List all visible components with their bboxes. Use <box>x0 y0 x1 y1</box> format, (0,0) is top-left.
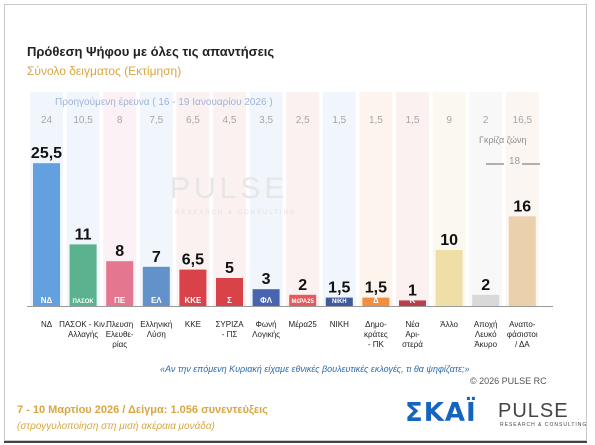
gray-zone-label: Γκρίζα ζώνη <box>479 135 527 145</box>
value-label: 11 <box>75 226 92 243</box>
previous-value-label: 16,5 <box>513 115 533 126</box>
party-logo-icon: ΕΛ <box>151 296 162 305</box>
bar <box>252 289 280 306</box>
value-label: 1,5 <box>365 280 387 297</box>
value-label: 2 <box>298 277 307 294</box>
party-logo-icon: ΜέΡΑ25 <box>292 299 315 305</box>
category-label: Ελληνική Λύση <box>140 320 172 339</box>
watermark-subtitle: RESEARCH & CONSULTING <box>175 210 297 216</box>
rounding-note: (στρογγυλοποίηση στη μισή ακέραια μονάδα… <box>17 421 215 432</box>
category-label: ΚΚΕ <box>185 320 201 329</box>
column-background <box>286 92 320 306</box>
category-label: Άλλο <box>440 320 458 329</box>
bar <box>325 297 353 306</box>
value-label: 5 <box>225 260 234 277</box>
chart-frame <box>4 4 587 441</box>
column-background <box>213 92 246 306</box>
bar <box>362 297 390 306</box>
survey-question: «Αν την επόμενη Κυριακή είχαμε εθνικές β… <box>160 364 470 374</box>
previous-value-label: 10,5 <box>73 115 93 126</box>
bottom-rule <box>4 441 587 443</box>
value-label: 3 <box>262 271 271 288</box>
previous-value-label: 1,5 <box>332 115 346 126</box>
previous-value-label: 7,5 <box>149 115 163 126</box>
previous-value-label: 2,5 <box>296 115 310 126</box>
bar <box>472 294 500 306</box>
previous-value-label: 9 <box>446 115 452 126</box>
value-label: 8 <box>115 243 124 260</box>
bar <box>216 278 243 306</box>
value-label: 25,5 <box>31 145 62 162</box>
column-background <box>322 92 356 306</box>
watermark-logo: PULSE <box>170 172 289 205</box>
previous-value-label: 1,5 <box>369 115 383 126</box>
bar <box>142 266 170 306</box>
pulse-logo-subtitle: RESEARCH & CONSULTING <box>500 422 588 428</box>
previous-value-label: 1,5 <box>406 115 420 126</box>
bar <box>399 300 426 306</box>
value-label: 16 <box>513 198 531 215</box>
bar <box>508 216 536 306</box>
previous-value-label: 2 <box>483 115 489 126</box>
bar <box>69 244 97 306</box>
gray-zone-line-left <box>486 163 504 165</box>
party-logo-icon: ΠΑΣΟΚ <box>72 299 94 305</box>
category-label: Δημο-κράτες - ΠΚ <box>364 320 388 349</box>
bar <box>179 269 207 306</box>
column-background <box>469 92 503 306</box>
copyright-note: © 2026 PULSE RC <box>470 376 547 386</box>
chart-subtitle: Σύνολο δειγματος (Εκτίμηση) <box>27 64 182 78</box>
previous-value-label: 3,5 <box>259 115 273 126</box>
party-logo-icon: ΠΕ <box>114 296 126 305</box>
category-label: Μέρα25 <box>289 320 318 329</box>
value-label: 1 <box>408 282 417 299</box>
bar <box>289 294 317 306</box>
value-label: 6,5 <box>182 252 204 269</box>
party-logo-icon: Δ <box>373 296 379 305</box>
column-background <box>396 92 429 306</box>
column-background <box>359 92 393 306</box>
previous-value-label: 4,5 <box>223 115 237 126</box>
category-label: Νέα Αρι-στερά <box>402 320 423 349</box>
party-logo-icon: Σ <box>227 296 232 305</box>
fieldwork-info: 7 - 10 Μαρτίου 2026 / Δείγμα: 1.056 συνε… <box>17 404 268 416</box>
previous-value-label: 24 <box>41 115 53 126</box>
gray-zone-value: 18 <box>509 156 521 167</box>
pulse-logo: PULSE <box>498 400 569 422</box>
chart-title: Πρόθεση Ψήφου με όλες τις απαντήσεις <box>27 44 275 59</box>
bar <box>435 250 463 306</box>
category-label: ΝΙΚΗ <box>330 320 349 329</box>
previous-survey-label: Προηγούμενη έρευνα ( 16 - 19 Ιανουαρίου … <box>55 97 273 108</box>
party-logo-icon: ΝΙΚΗ <box>332 299 347 305</box>
skai-logo: ΣΚΑΪ <box>405 398 477 428</box>
value-label: 10 <box>440 232 458 249</box>
party-logo-icon: ΦΛ <box>260 296 273 305</box>
category-label: ΣΥΡΙΖΑ - ΠΣ <box>215 320 244 339</box>
gray-zone-line-right <box>522 163 540 165</box>
value-label: 2 <box>481 277 490 294</box>
previous-value-label: 8 <box>117 115 123 126</box>
category-label: Αποχή Λευκό Άκυρο <box>474 320 498 349</box>
party-logo-icon: ΚΚΕ <box>184 296 202 305</box>
bar <box>106 261 134 306</box>
party-logo-icon: ΝΔ <box>41 296 53 305</box>
category-label: ΝΔ <box>41 320 53 329</box>
category-label: Πλευση Ελευθε-ρίας <box>106 320 134 349</box>
category-label: Αναπο-φάσιστοι / ΔΑ <box>507 320 538 349</box>
value-label: 7 <box>152 249 161 266</box>
column-background <box>249 92 283 306</box>
party-logo-icon: Κ <box>410 296 416 305</box>
category-label: Φωνή Λογικής <box>252 320 280 339</box>
bar <box>33 163 60 306</box>
value-label: 1,5 <box>328 280 350 297</box>
category-label: ΠΑΣΟΚ - Κιν. Αλλαγής <box>59 320 107 339</box>
previous-value-label: 6,5 <box>186 115 200 126</box>
